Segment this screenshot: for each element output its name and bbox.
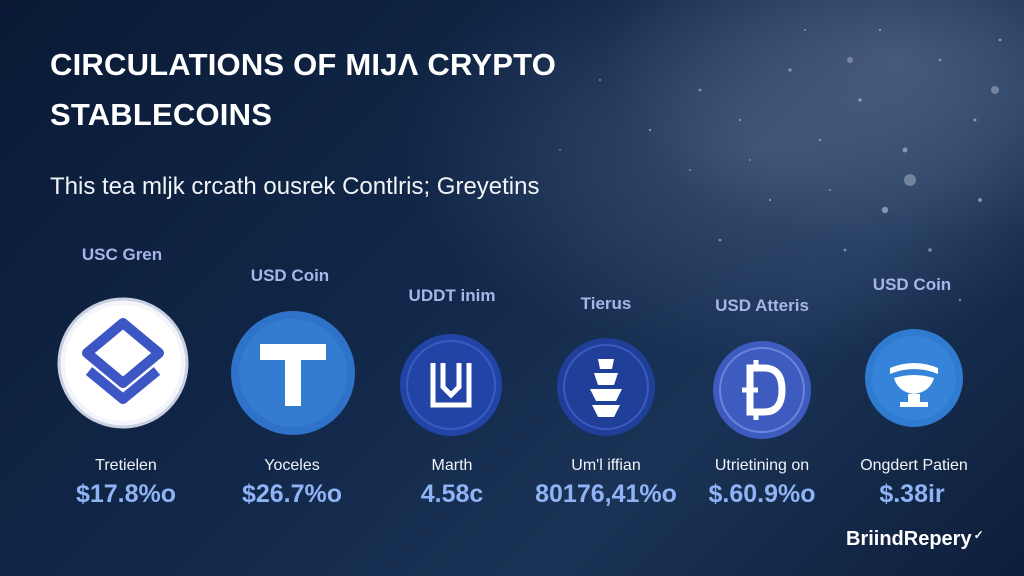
coin-name: USD Atteris	[715, 296, 809, 315]
bowl-coin-icon	[864, 328, 964, 428]
coin-label: Um'l iffian	[571, 457, 641, 474]
bracket-down-arrow-icon	[399, 333, 503, 437]
coin-label: Tretielen	[95, 457, 157, 474]
coin-name: USC Gren	[81, 245, 163, 264]
brand-logo: BriindRepery ✓	[846, 528, 984, 551]
coin-label: Marth	[431, 457, 473, 474]
coin-value: 80176,41%o	[535, 480, 677, 508]
coin-label: Utrietining on	[714, 457, 810, 474]
d-coin-icon	[712, 340, 812, 440]
stacked-blocks-icon	[556, 337, 656, 437]
coin-name: USD Coin	[250, 266, 330, 285]
coin-value: $.38ir	[879, 480, 945, 508]
coin-name: Tierus	[580, 294, 632, 313]
coin-value: $26.7%o	[241, 480, 343, 508]
page-title: CIRCULATIONS OF MIJɅ CRYPTO STABLECOINS	[50, 47, 557, 132]
coin-value: $.60.9%o	[708, 480, 816, 508]
coin-label: Ongdert Patien	[860, 457, 968, 474]
checkmark-icon: ✓	[973, 528, 984, 542]
coin-name: USD Coin	[872, 275, 952, 294]
brand-text: BriindRepery	[846, 528, 972, 550]
page-subtitle: This tea mljk crcath ousrek Contlris; Gr…	[50, 173, 540, 200]
chevron-stack-icon	[57, 297, 189, 429]
coin-label: Yoceles	[264, 457, 320, 474]
coin-name: UDDT inim	[408, 286, 496, 305]
coin-value: $17.8%o	[75, 480, 177, 508]
coin-value: 4.58c	[420, 480, 484, 508]
tether-t-icon	[230, 310, 356, 436]
